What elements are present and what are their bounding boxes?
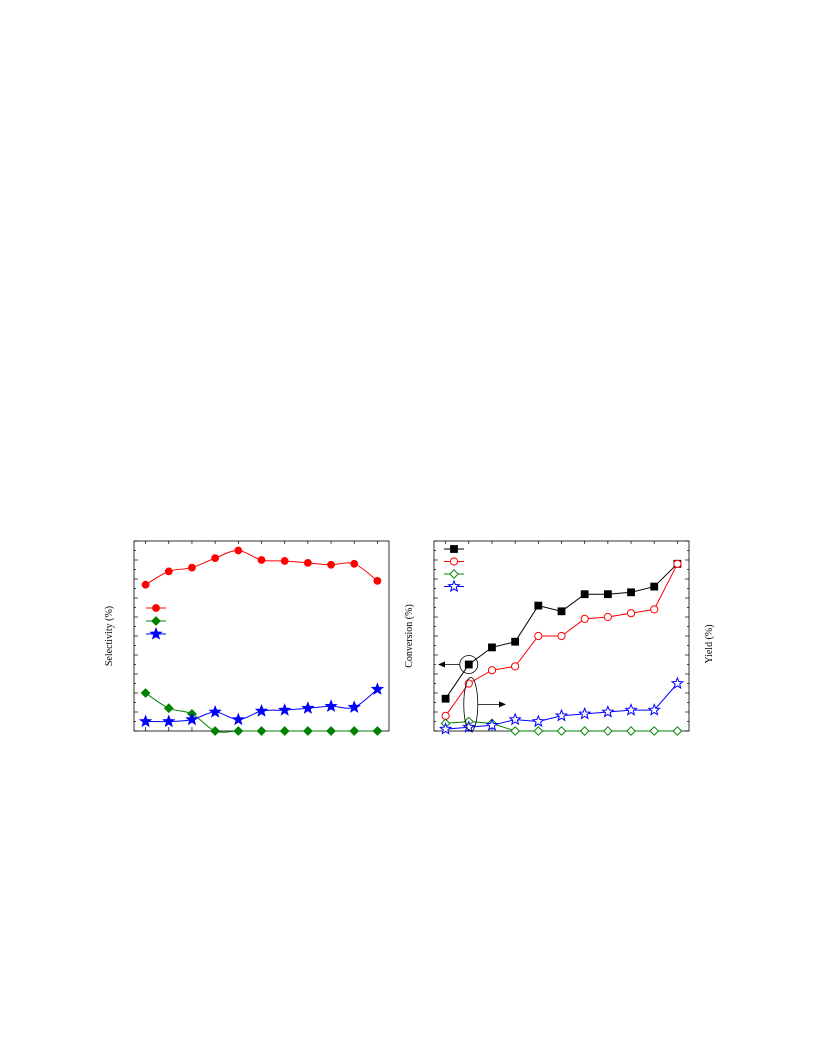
data-point bbox=[326, 726, 336, 736]
data-point bbox=[373, 577, 382, 585]
legend bbox=[146, 604, 166, 640]
legend bbox=[444, 545, 464, 593]
data-point bbox=[441, 694, 450, 703]
series-0 bbox=[141, 546, 382, 589]
data-point bbox=[511, 637, 520, 646]
series-line bbox=[445, 563, 678, 699]
data-point bbox=[672, 726, 683, 736]
data-point bbox=[511, 662, 520, 671]
legend-marker bbox=[149, 627, 163, 640]
data-point bbox=[254, 704, 269, 717]
data-point bbox=[464, 660, 473, 669]
data-point bbox=[650, 605, 659, 614]
data-point bbox=[303, 558, 312, 567]
data-point bbox=[557, 631, 566, 641]
data-point bbox=[301, 701, 315, 714]
data-point bbox=[163, 703, 174, 714]
data-point bbox=[462, 720, 476, 733]
legend-marker bbox=[152, 604, 160, 612]
annotation-arrowhead-right bbox=[499, 701, 506, 708]
data-point bbox=[257, 556, 266, 564]
data-point bbox=[533, 726, 544, 736]
data-point bbox=[324, 699, 338, 712]
legend-marker bbox=[151, 616, 161, 626]
plot-frame bbox=[133, 540, 390, 732]
legend-marker bbox=[449, 557, 459, 566]
data-point bbox=[438, 722, 453, 735]
data-point bbox=[603, 612, 612, 622]
data-point bbox=[627, 588, 635, 597]
data-point bbox=[487, 666, 497, 675]
data-point bbox=[580, 590, 589, 599]
series-line bbox=[145, 549, 378, 586]
data-point bbox=[234, 546, 243, 555]
data-point bbox=[485, 718, 499, 731]
legend-marker bbox=[449, 569, 459, 579]
conversion-yield-chart bbox=[433, 540, 690, 736]
data-point bbox=[602, 726, 613, 736]
data-point bbox=[649, 726, 660, 736]
data-point bbox=[278, 703, 292, 716]
data-point bbox=[138, 714, 153, 728]
data-point bbox=[302, 726, 313, 736]
annotations bbox=[438, 655, 506, 732]
data-point bbox=[347, 700, 361, 713]
series-3 bbox=[438, 676, 685, 735]
selectivity-chart bbox=[133, 540, 390, 736]
data-point bbox=[601, 705, 615, 718]
data-point bbox=[441, 711, 450, 720]
data-point bbox=[556, 726, 567, 736]
data-point bbox=[370, 682, 385, 695]
data-point bbox=[208, 705, 222, 718]
data-point bbox=[210, 726, 221, 736]
data-point bbox=[185, 712, 199, 726]
annotation-arrowhead-left bbox=[438, 661, 445, 668]
series-2 bbox=[138, 682, 385, 728]
data-point bbox=[350, 559, 359, 568]
chart2-y2label: Yield (%) bbox=[704, 624, 715, 663]
series-0 bbox=[441, 559, 682, 703]
legend-marker bbox=[447, 579, 461, 593]
data-point bbox=[211, 554, 220, 562]
data-point bbox=[670, 676, 685, 690]
data-point bbox=[626, 609, 636, 618]
data-point bbox=[580, 614, 589, 624]
data-point bbox=[372, 726, 383, 736]
chart1-ylabel: Selectivity (%) bbox=[104, 606, 115, 666]
data-point bbox=[510, 726, 521, 736]
data-point bbox=[647, 703, 661, 716]
data-point bbox=[626, 726, 636, 736]
data-point bbox=[488, 643, 496, 652]
data-point bbox=[256, 726, 267, 736]
data-point bbox=[280, 557, 289, 565]
data-point bbox=[231, 712, 245, 726]
data-point bbox=[162, 714, 176, 728]
data-point bbox=[557, 607, 566, 616]
data-point bbox=[603, 590, 612, 599]
data-point bbox=[650, 582, 659, 591]
data-point bbox=[279, 726, 290, 736]
data-point bbox=[508, 712, 522, 726]
data-point bbox=[164, 567, 173, 576]
chart2-ylabel: Conversion (%) bbox=[404, 604, 415, 668]
data-point bbox=[531, 714, 545, 728]
series-1 bbox=[441, 559, 682, 720]
data-point bbox=[534, 631, 543, 641]
data-point bbox=[188, 563, 196, 572]
data-point bbox=[233, 726, 244, 736]
data-point bbox=[327, 560, 335, 569]
data-point bbox=[141, 580, 150, 589]
series-1 bbox=[140, 688, 383, 736]
data-point bbox=[349, 726, 360, 736]
data-point bbox=[673, 559, 682, 568]
data-point bbox=[554, 708, 569, 722]
legend-marker bbox=[450, 545, 458, 553]
data-point bbox=[534, 601, 543, 610]
series-2 bbox=[440, 716, 683, 736]
data-point bbox=[579, 726, 590, 736]
data-point bbox=[140, 688, 151, 698]
data-point bbox=[624, 703, 638, 716]
data-point bbox=[578, 706, 592, 720]
